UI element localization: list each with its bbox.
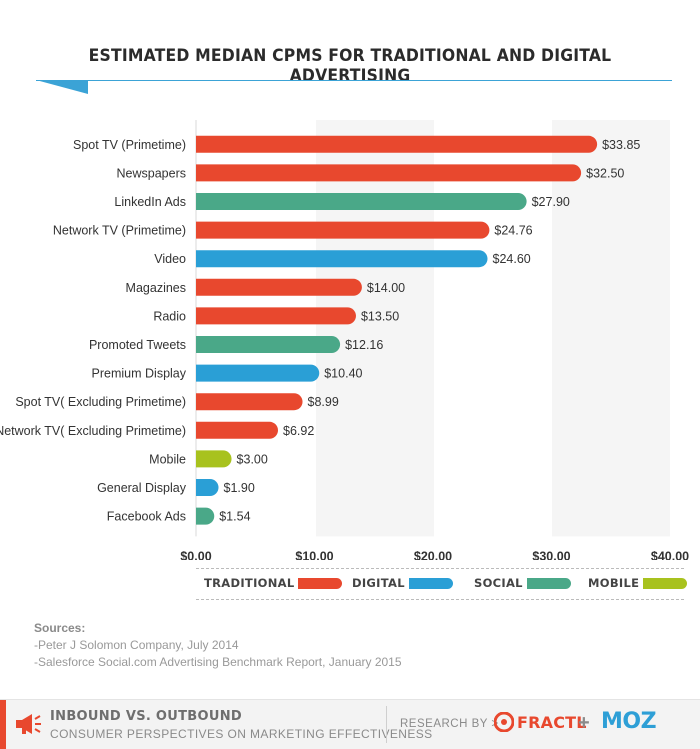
legend-label-traditional: TRADITIONAL xyxy=(204,576,295,590)
category-label: Facebook Ads xyxy=(107,510,186,524)
fractl-logo-text: FRACTL xyxy=(517,712,587,732)
footer-divider xyxy=(386,706,387,743)
plot-band xyxy=(196,120,316,537)
sources-heading: Sources: xyxy=(34,621,86,635)
legend-item-digital: DIGITAL xyxy=(352,576,453,590)
research-by-label: RESEARCH BY > xyxy=(400,718,499,730)
x-tick-label: $30.00 xyxy=(532,549,570,560)
value-label: $13.50 xyxy=(361,309,399,323)
legend-item-mobile: MOBILE xyxy=(588,576,688,590)
bar xyxy=(196,193,527,210)
bar xyxy=(196,450,232,468)
bar xyxy=(196,364,320,382)
bar xyxy=(196,250,488,268)
footer-accent-bar xyxy=(0,700,6,749)
value-label: $24.76 xyxy=(494,224,532,238)
value-label: $14.00 xyxy=(367,281,405,295)
chart-title: ESTIMATED MEDIAN CPMS FOR TRADITIONAL AN… xyxy=(88,46,612,86)
bar xyxy=(196,307,356,325)
category-label: Newspapers xyxy=(117,166,186,180)
x-tick-label: $40.00 xyxy=(651,549,689,560)
footer-title: INBOUND VS. OUTBOUND xyxy=(50,709,242,724)
value-label: $1.54 xyxy=(219,510,250,524)
value-label: $3.00 xyxy=(237,452,268,466)
moz-logo: MOZ xyxy=(601,709,657,734)
legend-swatch-social xyxy=(526,577,571,589)
bar xyxy=(196,507,215,525)
bar xyxy=(196,135,598,153)
bar-chart: Spot TV (Primetime) $33.85 Newspapers $32.5… xyxy=(0,120,689,560)
category-label: Spot TV( Excluding Primetime) xyxy=(15,395,186,409)
category-label: Radio xyxy=(153,309,186,323)
value-label: $10.40 xyxy=(324,367,362,381)
title-divider xyxy=(36,80,672,81)
value-label: $8.99 xyxy=(308,395,339,409)
category-label: Video xyxy=(154,252,186,266)
value-label: $6.92 xyxy=(283,424,314,438)
bar xyxy=(196,479,219,496)
megaphone-icon xyxy=(16,714,41,734)
bar xyxy=(196,336,341,353)
value-label: $32.50 xyxy=(586,166,624,180)
x-tick-label: $10.00 xyxy=(295,549,333,560)
x-tick-label: $0.00 xyxy=(180,549,211,560)
bar xyxy=(196,164,582,182)
footer-subtitle: CONSUMER PERSPECTIVES ON MARKETING EFFEC… xyxy=(50,727,433,741)
legend-swatch-traditional xyxy=(298,577,343,589)
footer: INBOUND VS. OUTBOUND CONSUMER PERSPECTIV… xyxy=(0,699,700,749)
plus-sign: + xyxy=(578,712,590,734)
value-label: $27.90 xyxy=(532,195,570,209)
sources: Sources: -Peter J Solomon Company, July … xyxy=(34,620,402,671)
bar xyxy=(196,221,490,239)
x-tick-label: $20.00 xyxy=(414,549,452,560)
value-label: $1.90 xyxy=(224,481,255,495)
legend-label-social: SOCIAL xyxy=(474,576,523,590)
plot-band xyxy=(434,120,552,537)
source-item: -Salesforce Social.com Advertising Bench… xyxy=(34,655,402,669)
legend-label-mobile: MOBILE xyxy=(588,576,640,590)
value-label: $33.85 xyxy=(602,138,640,152)
bar xyxy=(196,278,362,296)
title-divider-notch xyxy=(36,80,88,94)
fractl-logo: FRACTL xyxy=(494,712,587,732)
category-label: General Display xyxy=(97,481,187,495)
legend-label-digital: DIGITAL xyxy=(352,576,405,590)
plot-band xyxy=(552,120,670,537)
bar xyxy=(196,421,279,439)
plot-band xyxy=(316,120,434,537)
category-label: Network TV (Primetime) xyxy=(53,224,186,238)
category-label: Premium Display xyxy=(92,367,187,381)
bar xyxy=(196,393,303,411)
value-label: $24.60 xyxy=(493,252,531,266)
category-label: Magazines xyxy=(126,281,186,295)
legend-swatch-mobile xyxy=(643,577,688,589)
legend: TRADITIONAL DIGITAL SOCIAL MOBILE xyxy=(196,568,688,600)
category-label: Network TV( Excluding Primetime) xyxy=(0,424,186,438)
legend-item-traditional: TRADITIONAL xyxy=(204,576,343,590)
source-item: -Peter J Solomon Company, July 2014 xyxy=(34,638,239,652)
category-label: Promoted Tweets xyxy=(89,338,186,352)
category-label: Spot TV (Primetime) xyxy=(73,138,186,152)
category-label: Mobile xyxy=(149,452,186,466)
fractl-mark-icon xyxy=(494,712,514,732)
legend-swatch-digital xyxy=(408,577,453,589)
value-label: $12.16 xyxy=(345,338,383,352)
legend-item-social: SOCIAL xyxy=(474,576,571,590)
category-label: LinkedIn Ads xyxy=(114,195,186,209)
